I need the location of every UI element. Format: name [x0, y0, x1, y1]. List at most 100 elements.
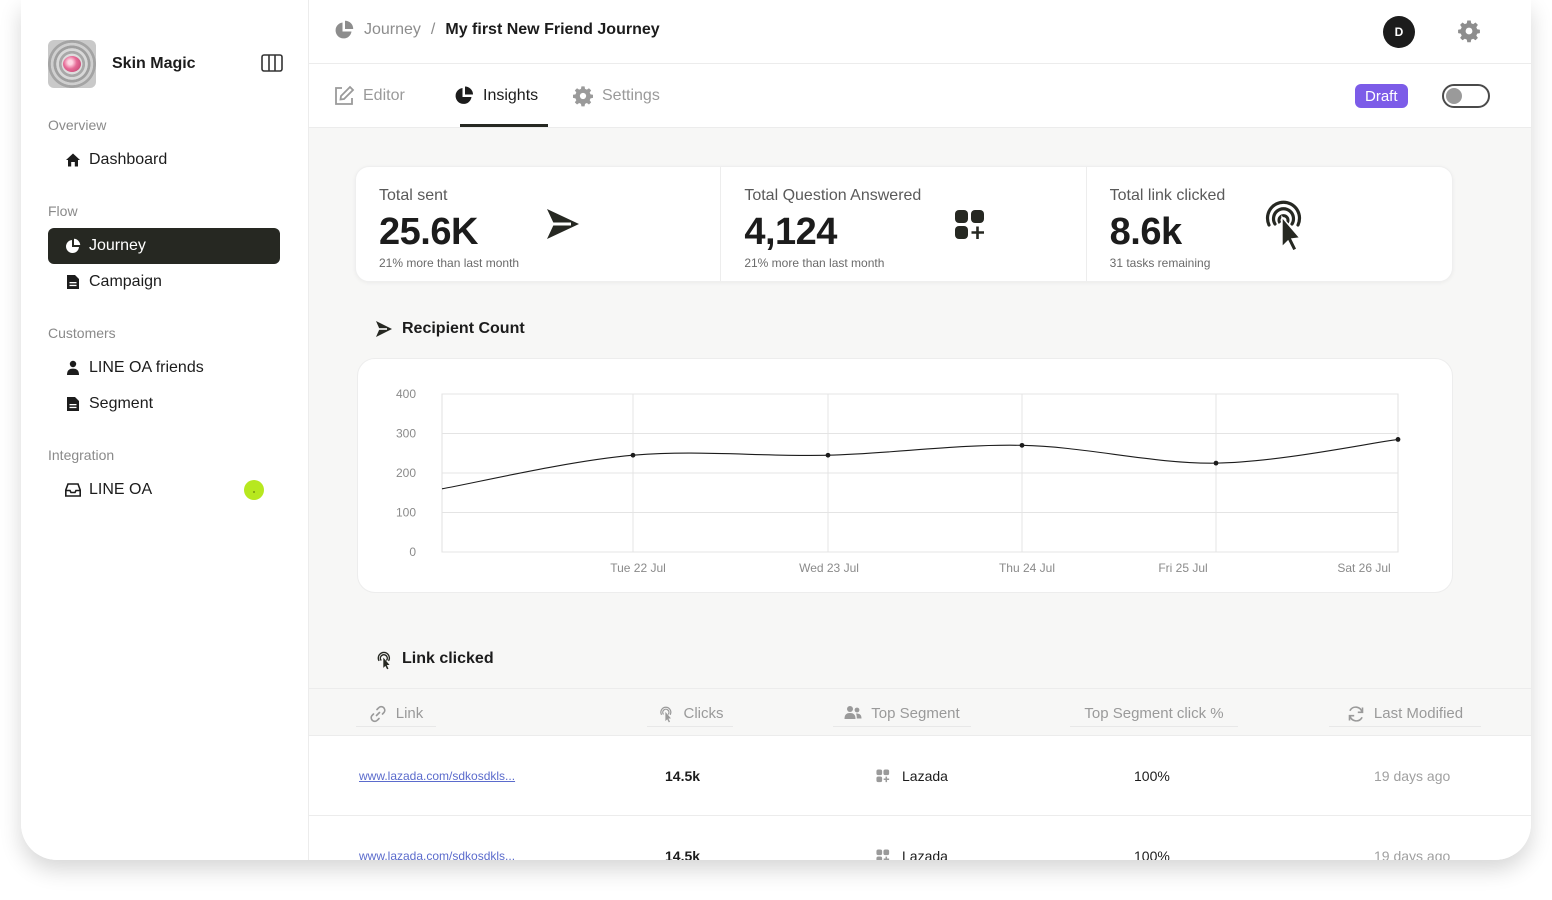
tab-settings[interactable]: Settings	[572, 64, 660, 128]
sidebar-item-journey[interactable]: Journey	[48, 228, 280, 264]
edit-icon	[333, 85, 355, 107]
sidebar-item-label: Journey	[89, 237, 146, 254]
app-window: Skin Magic Overview Dashboard Flow Journ…	[21, 0, 1531, 860]
segment-percent: 100%	[1134, 848, 1170, 860]
breadcrumb: Journey / My first New Friend Journey	[334, 20, 660, 40]
clicks-value: 14.5k	[665, 848, 701, 860]
table-header: Link Clicks Top Segment Top Segment clic…	[309, 688, 1531, 736]
document-icon	[65, 274, 81, 290]
table-row: www.lazada.com/sdkosdkls... 14.5k Lazada…	[309, 736, 1531, 816]
click-cursor-icon	[657, 705, 675, 723]
segment-name: Lazada	[902, 768, 948, 784]
x-tick-label: Fri 25 Jul	[1158, 561, 1207, 575]
refresh-icon	[1347, 705, 1365, 723]
inbox-icon	[65, 482, 81, 498]
series-line	[441, 438, 1399, 490]
y-tick-label: 300	[396, 427, 416, 441]
section-title-label: Link clicked	[402, 650, 494, 667]
breadcrumb-separator: /	[430, 21, 436, 38]
active-tab-indicator	[460, 124, 548, 127]
stats-card: Total sent 25.6K 21% more than last mont…	[355, 166, 1453, 282]
y-tick-label: 200	[396, 466, 416, 480]
brand-logo	[48, 40, 96, 88]
top-segment-cell: Lazada	[876, 816, 948, 860]
y-tick-label: 100	[396, 506, 416, 520]
tab-label: Settings	[602, 87, 660, 104]
links-table: Link Clicks Top Segment Top Segment clic…	[309, 688, 1531, 860]
sidebar-item-label: LINE OA	[89, 481, 153, 498]
sidebar-item-line-oa-friends[interactable]: LINE OA friends	[48, 350, 280, 386]
tab-label: Insights	[483, 87, 539, 104]
tab-bar: Editor Insights Settings	[309, 64, 1531, 128]
tab-editor[interactable]: Editor	[333, 64, 405, 128]
gear-icon[interactable]	[1457, 19, 1481, 43]
data-point	[630, 452, 636, 458]
click-cursor-icon	[1258, 195, 1310, 258]
sidebar: Skin Magic Overview Dashboard Flow Journ…	[21, 0, 309, 860]
stat-sub: 21% more than last month	[379, 256, 520, 270]
tab-insights[interactable]: Insights	[453, 64, 538, 128]
column-header-link[interactable]: Link	[356, 701, 436, 727]
last-modified: 19 days ago	[1374, 768, 1451, 784]
stat-value: 8.6k	[1109, 211, 1182, 253]
avatar[interactable]: D	[1383, 16, 1415, 48]
top-bar: Journey / My first New Friend Journey D	[309, 0, 1531, 64]
stat-sub: 21% more than last month	[744, 256, 885, 270]
line-chart: 0 100 200 300 400 Tue 22 Jul Wed 23 Jul Thu 24 …	[396, 387, 1401, 575]
apps-add-icon	[954, 209, 986, 246]
column-header-top-segment-click-percent[interactable]: Top Segment click %	[1070, 701, 1238, 727]
column-header-label: Clicks	[683, 705, 724, 722]
stat-total-sent: Total sent 25.6K 21% more than last mont…	[356, 167, 722, 281]
y-tick-label: 0	[409, 545, 416, 559]
click-cursor-icon	[375, 650, 393, 670]
link-url[interactable]: www.lazada.com/sdkosdkls...	[359, 769, 516, 783]
users-icon	[844, 705, 862, 723]
column-header-last-modified[interactable]: Last Modified	[1329, 701, 1481, 727]
column-header-clicks[interactable]: Clicks	[647, 701, 733, 727]
column-header-label: Last Modified	[1373, 705, 1464, 722]
column-header-label: Link	[395, 705, 424, 722]
recipient-count-title: Recipient Count	[375, 320, 525, 338]
apps-add-icon	[876, 849, 890, 860]
stat-total-link-clicked: Total link clicked 8.6k 31 tasks remaini…	[1087, 167, 1452, 281]
user-icon	[65, 360, 81, 376]
sidebar-item-label: Segment	[89, 395, 154, 412]
apps-add-icon	[876, 769, 890, 783]
sidebar-item-line-oa[interactable]: LINE OA	[48, 472, 280, 508]
segment-percent: 100%	[1134, 768, 1170, 784]
connection-status-dot	[244, 480, 264, 500]
breadcrumb-journey-link[interactable]: Journey	[364, 21, 421, 38]
stat-value: 25.6K	[379, 211, 478, 253]
gear-icon	[572, 85, 594, 107]
table-row: www.lazada.com/sdkosdkls... 14.5k Lazada…	[309, 816, 1531, 860]
home-icon	[65, 152, 81, 168]
data-point	[825, 452, 831, 458]
tab-label: Editor	[363, 87, 405, 104]
publish-toggle[interactable]	[1442, 84, 1490, 108]
status-badge: Draft	[1355, 84, 1408, 108]
last-modified: 19 days ago	[1374, 848, 1451, 860]
sidebar-item-label: LINE OA friends	[89, 359, 204, 376]
panel-toggle-icon[interactable]	[261, 54, 283, 72]
recipient-count-chart: 0 100 200 300 400 Tue 22 Jul Wed 23 Jul Thu 24 …	[357, 358, 1453, 593]
top-segment-cell: Lazada	[876, 736, 948, 816]
send-icon	[545, 207, 581, 246]
y-tick-label: 400	[396, 387, 416, 401]
sidebar-item-dashboard[interactable]: Dashboard	[48, 142, 280, 178]
x-tick-label: Thu 24 Jul	[999, 561, 1055, 575]
link-url[interactable]: www.lazada.com/sdkosdkls...	[359, 849, 516, 860]
column-header-top-segment[interactable]: Top Segment	[833, 701, 971, 727]
data-point	[1019, 442, 1025, 448]
segment-name: Lazada	[902, 848, 948, 860]
sidebar-item-segment[interactable]: Segment	[48, 386, 280, 422]
stat-sub: 31 tasks remaining	[1109, 256, 1211, 270]
brand: Skin Magic	[48, 40, 196, 88]
column-header-label: Top Segment click %	[1084, 705, 1224, 722]
sidebar-item-campaign[interactable]: Campaign	[48, 264, 280, 300]
breadcrumb-current: My first New Friend Journey	[445, 21, 660, 38]
stat-value: 4,124	[744, 211, 837, 253]
link-icon	[369, 705, 387, 723]
stat-label: Total link clicked	[1109, 187, 1226, 204]
x-tick-label: Wed 23 Jul	[799, 561, 859, 575]
data-point	[1395, 437, 1401, 442]
